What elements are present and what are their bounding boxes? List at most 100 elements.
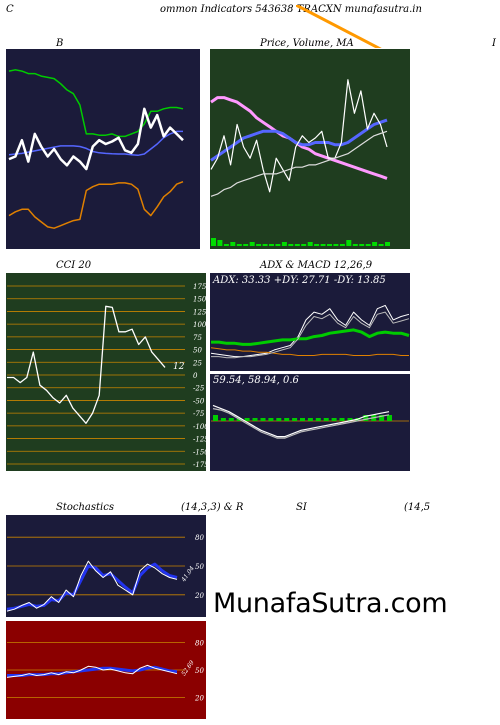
cci-line — [7, 305, 166, 424]
cci-tick-label: 100 — [193, 321, 207, 329]
cci-tick-label: -150 — [193, 448, 207, 456]
cci-tick-label: -25 — [193, 385, 205, 393]
volume-bar — [262, 244, 268, 246]
panel-background — [209, 373, 411, 472]
cci-tick-label: 125 — [193, 308, 207, 316]
adx-series-line — [211, 328, 410, 346]
macd-histogram-bar — [228, 418, 234, 421]
cci-tick-label: -75 — [193, 410, 205, 418]
volume-bar — [249, 242, 255, 246]
macd-histogram-bar — [307, 418, 313, 421]
macd-histogram-bar — [387, 415, 392, 421]
macd-label: 59.54, 58.94, 0.6 — [213, 375, 299, 386]
header-orange-line — [296, 5, 389, 55]
macd-panel — [209, 373, 411, 472]
volume-bar — [243, 244, 249, 246]
bollinger-series-line — [8, 130, 183, 157]
macd-histogram-bar — [268, 418, 274, 421]
price-series-line — [210, 130, 388, 197]
stochastics-series-line — [6, 562, 178, 611]
header-title: ommon Indicators 543638 TRACXN munafasut… — [160, 4, 422, 15]
macd-series-line — [212, 408, 390, 439]
volume-bar — [288, 244, 294, 246]
cci-panel: 175 150 125 100 75 50 25 0 -25 -50 -75 -100 -125 -150… — [5, 272, 207, 472]
macd-histogram-bar — [363, 415, 369, 421]
rsi-tick-label: 50 — [195, 667, 204, 675]
adx-panel — [209, 272, 411, 372]
rsi-tick-label: 20 — [194, 695, 204, 703]
macd-histogram-bar — [379, 415, 385, 421]
macd-histogram-bar — [244, 418, 250, 421]
cci-tick-label: 25 — [192, 359, 202, 367]
volume-bar — [256, 244, 262, 246]
stochastics-title: Stochastics — [56, 502, 114, 513]
cci-tick-label: 75 — [193, 334, 202, 342]
volume-bar — [372, 242, 378, 246]
volume-bar — [269, 244, 274, 246]
volume-bar — [275, 244, 281, 246]
macd-histogram-bar — [331, 418, 337, 421]
macd-histogram-bar — [276, 418, 282, 421]
stochastics-series-line — [6, 560, 178, 612]
volume-bar — [359, 244, 365, 246]
adx-series-line — [210, 347, 409, 356]
bollinger-title: B — [56, 38, 64, 49]
price-series-line — [210, 79, 388, 193]
stochastics-tick-label: 50 — [195, 563, 204, 571]
volume-bar — [236, 244, 242, 246]
rsi-tick-label: 80 — [195, 639, 204, 647]
rsi-series-line — [6, 664, 178, 678]
macd-series-line — [212, 404, 390, 438]
macd-histogram-bar — [300, 418, 305, 421]
cci-tick-label: 50 — [193, 347, 202, 355]
bollinger-series-line — [8, 107, 184, 171]
cci-tick-label: 0 — [193, 372, 198, 380]
macd-histogram-bar — [252, 418, 258, 421]
stochastics-tick-label: 20 — [194, 592, 204, 600]
macd-histogram-bar — [315, 418, 321, 421]
macd-histogram-bar — [213, 415, 218, 421]
volume-bar — [307, 242, 313, 246]
volume-bar — [327, 244, 332, 246]
cci-last-value: 12 — [173, 362, 185, 372]
volume-bar — [301, 244, 307, 246]
macd-histogram-bar — [284, 418, 290, 421]
bollinger-panel — [5, 48, 201, 250]
price-ma-title: Price, Volume, MA — [260, 38, 354, 49]
cci-tick-label: -50 — [193, 397, 205, 405]
volume-bar — [320, 244, 326, 246]
price-ma-panel — [209, 48, 411, 250]
panel-background — [5, 48, 201, 250]
cci-tick-label: 175 — [193, 283, 207, 291]
stochastics-params: (14,3,3) & R — [181, 502, 244, 513]
header-right-letter: I — [492, 38, 496, 49]
adx-macd-title: ADX & MACD 12,26,9 — [260, 260, 373, 271]
volume-bar — [217, 240, 223, 246]
volume-bar — [314, 244, 320, 246]
volume-bar — [385, 242, 390, 246]
volume-bar — [223, 244, 229, 246]
cci-tick-label: 150 — [193, 296, 207, 304]
volume-bar — [365, 244, 371, 246]
macd-histogram-bar — [292, 418, 298, 421]
macd-histogram-bar — [220, 418, 226, 421]
cci-tick-label: -100 — [193, 423, 207, 431]
price-series-line — [210, 118, 388, 162]
macd-histogram-bar — [260, 418, 266, 421]
volume-bar — [211, 238, 216, 246]
watermark: MunafaSutra.com — [213, 588, 448, 619]
cci-title: CCI 20 — [56, 260, 92, 271]
volume-bar — [352, 244, 358, 246]
header-left-letter: C — [6, 4, 14, 15]
stochastics-tick-label: 80 — [195, 534, 204, 542]
bollinger-series-line — [8, 69, 184, 138]
volume-bar — [230, 242, 236, 246]
panel-background — [5, 272, 207, 472]
macd-histogram-bar — [347, 418, 353, 421]
cci-tick-label: -125 — [193, 436, 207, 444]
volume-bar — [378, 244, 384, 246]
cci-tick-label: -175 — [193, 461, 207, 469]
rsi-series-line — [7, 665, 178, 677]
